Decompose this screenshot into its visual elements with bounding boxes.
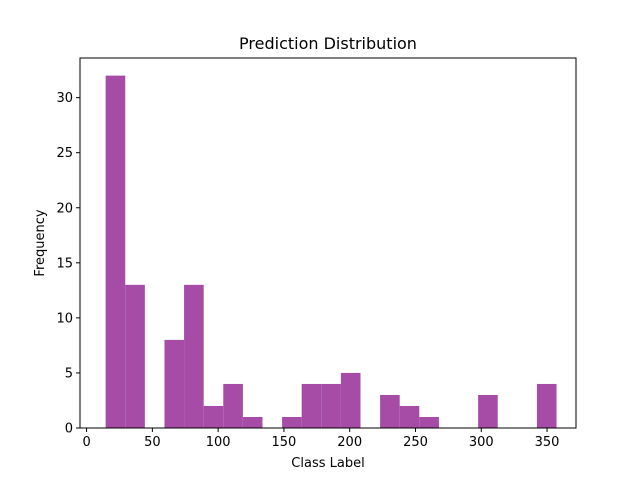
x-tick-label: 300 bbox=[469, 435, 494, 450]
histogram-bar bbox=[478, 394, 498, 428]
histogram-bar bbox=[536, 383, 557, 428]
chart-title: Prediction Distribution bbox=[239, 34, 417, 53]
y-axis-title: Frequency bbox=[33, 209, 48, 276]
histogram-bar bbox=[184, 284, 204, 428]
x-tick-label: 250 bbox=[403, 435, 428, 450]
histogram-bar bbox=[340, 372, 361, 428]
histogram-bar bbox=[399, 405, 420, 428]
histogram-bar bbox=[203, 405, 224, 428]
x-axis-title: Class Label bbox=[291, 456, 364, 471]
histogram-bar bbox=[223, 383, 243, 428]
x-tick-label: 200 bbox=[337, 435, 362, 450]
histogram-bar bbox=[105, 75, 126, 428]
histogram-bar bbox=[380, 394, 400, 428]
histogram-bar bbox=[164, 339, 185, 428]
y-tick-label: 15 bbox=[56, 256, 73, 271]
histogram-bar bbox=[242, 416, 263, 428]
y-tick-label: 5 bbox=[65, 366, 73, 381]
y-tick-label: 10 bbox=[56, 311, 73, 326]
y-axis-ticks: 0 5 10 15 20 25 30 bbox=[56, 91, 80, 437]
x-tick-label: 0 bbox=[82, 435, 90, 450]
x-tick-label: 350 bbox=[535, 435, 560, 450]
histogram-bar bbox=[419, 416, 439, 428]
x-axis-ticks: 0 50 100 150 200 250 300 350 bbox=[82, 428, 559, 450]
histogram-bar bbox=[301, 383, 322, 428]
histogram-bar bbox=[125, 284, 145, 428]
plot-frame bbox=[79, 57, 577, 429]
x-tick-label: 50 bbox=[144, 435, 161, 450]
bars-group bbox=[105, 75, 557, 428]
y-tick-label: 30 bbox=[56, 91, 73, 106]
x-tick-label: 150 bbox=[272, 435, 297, 450]
histogram-bar bbox=[321, 383, 341, 428]
y-tick-label: 0 bbox=[65, 422, 73, 437]
y-tick-label: 20 bbox=[56, 201, 73, 216]
histogram-bar bbox=[282, 416, 302, 428]
y-tick-label: 25 bbox=[56, 146, 73, 161]
x-tick-label: 100 bbox=[206, 435, 231, 450]
